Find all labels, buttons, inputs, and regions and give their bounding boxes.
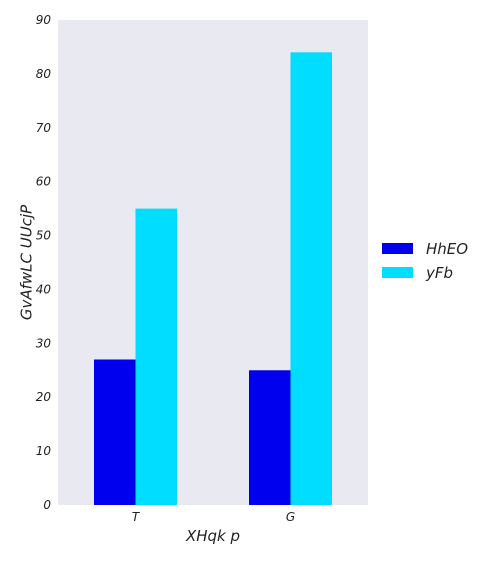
- bar-HhEO-T: [94, 359, 136, 505]
- legend: HhEO yFb: [382, 240, 468, 282]
- legend-swatch: [382, 267, 413, 278]
- x-axis-title: XHqk p: [185, 527, 240, 545]
- legend-label: yFb: [425, 264, 453, 282]
- y-axis-ticks: 0 10 20 30 40 50 60 70 80 90: [36, 13, 52, 512]
- legend-swatch: [382, 243, 413, 254]
- y-tick-label: 20: [36, 390, 52, 404]
- y-tick-label: 80: [36, 67, 52, 81]
- x-tick-label: T: [132, 510, 141, 524]
- x-tick-label: G: [286, 510, 295, 524]
- bar-yFb-G: [290, 52, 332, 505]
- y-tick-label: 60: [36, 175, 52, 189]
- y-tick-label: 50: [36, 229, 52, 243]
- y-tick-label: 0: [43, 498, 51, 512]
- y-tick-label: 30: [36, 336, 52, 350]
- y-tick-label: 40: [36, 282, 52, 296]
- y-tick-label: 90: [36, 13, 52, 27]
- y-tick-label: 70: [36, 121, 52, 135]
- bar-yFb-T: [135, 208, 177, 505]
- y-tick-label: 10: [36, 444, 52, 458]
- bars-group: [94, 52, 332, 505]
- y-axis-title: GvAfwLC UUcjP: [17, 204, 35, 320]
- legend-label: HhEO: [426, 240, 468, 258]
- bar-HhEO-G: [249, 370, 291, 505]
